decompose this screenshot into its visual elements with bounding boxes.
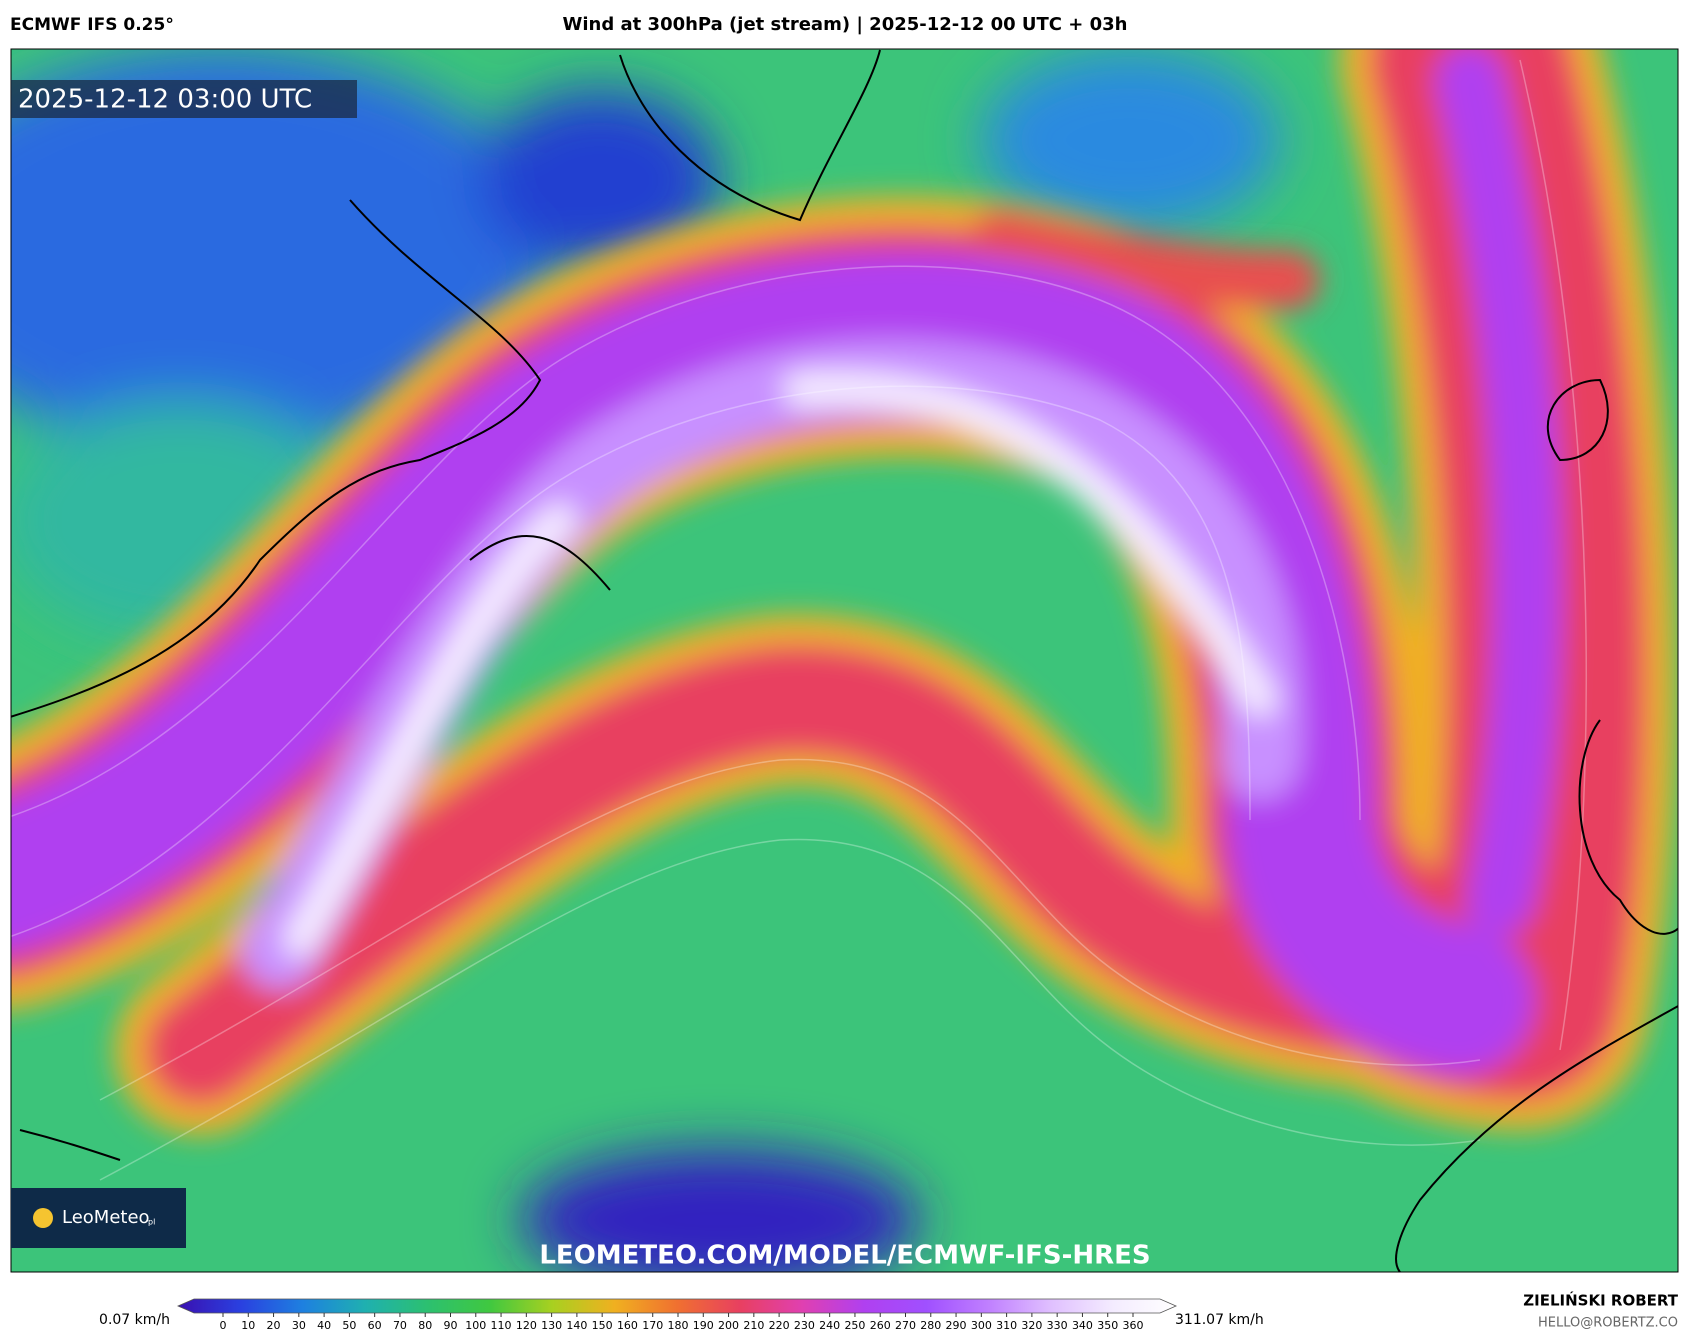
colorbar-tick-label: 210 — [743, 1319, 764, 1332]
logo-sun — [33, 1208, 53, 1228]
colorbar-tick-label: 260 — [870, 1319, 891, 1332]
title: Wind at 300hPa (jet stream) | 2025-12-12… — [563, 14, 1128, 35]
url: LEOMETEO.COM/MODEL/ECMWF-IFS-HRES — [539, 1241, 1150, 1271]
colorbar-tick-label: 300 — [971, 1319, 992, 1332]
colorbar-tick-label: 220 — [769, 1319, 790, 1332]
colorbar-tick-label: 10 — [241, 1319, 255, 1332]
colorbar-tick-label: 200 — [718, 1319, 739, 1332]
author: ZIELIŃSKI ROBERT — [1523, 1291, 1678, 1310]
colorbar-tick-label: 150 — [592, 1319, 613, 1332]
colorbar-tick-label: 180 — [668, 1319, 689, 1332]
colorbar-tick-label: 130 — [541, 1319, 562, 1332]
colorbar-tick-label: 110 — [491, 1319, 512, 1332]
wind-field — [11, 49, 1678, 1272]
colorbar-tick-label: 240 — [819, 1319, 840, 1332]
colorbar-tick-label: 80 — [418, 1319, 432, 1332]
colorbar-tick-label: 70 — [393, 1319, 407, 1332]
colorbar-tick-label: 30 — [292, 1319, 306, 1332]
colorbar-tick-label: 0 — [220, 1319, 227, 1332]
colorbar-tick-label: 60 — [368, 1319, 382, 1332]
colorbar — [177, 1298, 1177, 1314]
colorbar-tick-label: 40 — [317, 1319, 331, 1332]
colorbar-tick-label: 100 — [465, 1319, 486, 1332]
colorbar-tick-label: 330 — [1047, 1319, 1068, 1332]
timestamp: 2025-12-12 03:00 UTC — [18, 85, 312, 115]
colorbar-tick-label: 140 — [566, 1319, 587, 1332]
colorbar-tick-label: 170 — [642, 1319, 663, 1332]
colorbar-tick-label: 50 — [342, 1319, 356, 1332]
colorbar-tick-label: 20 — [267, 1319, 281, 1332]
logo-suffix: pl — [148, 1218, 155, 1227]
colorbar-tick-label: 280 — [920, 1319, 941, 1332]
colorbar-max: 311.07 km/h — [1175, 1312, 1264, 1328]
timestamp-box — [11, 80, 357, 118]
colorbar-tick-label: 320 — [1021, 1319, 1042, 1332]
colorbar-tick-label: 350 — [1097, 1319, 1118, 1332]
colorbar-tick-label: 310 — [996, 1319, 1017, 1332]
colorbar-tick-label: 190 — [693, 1319, 714, 1332]
colorbar-min: 0.07 km/h — [99, 1312, 170, 1328]
model-label: ECMWF IFS 0.25° — [10, 15, 174, 35]
colorbar-tick-label: 360 — [1123, 1319, 1144, 1332]
colorbar-tick-label: 250 — [844, 1319, 865, 1332]
colorbar-tick-label: 160 — [617, 1319, 638, 1332]
colorbar-tick-label: 290 — [946, 1319, 967, 1332]
colorbar-tick-label: 90 — [444, 1319, 458, 1332]
email: HELLO@ROBERTZ.CO — [1538, 1316, 1678, 1331]
logo: LeoMeteo — [62, 1207, 150, 1228]
colorbar-tick-label: 340 — [1072, 1319, 1093, 1332]
colorbar-tick-label: 230 — [794, 1319, 815, 1332]
colorbar-tick-label: 120 — [516, 1319, 537, 1332]
colorbar-tick-label: 270 — [895, 1319, 916, 1332]
